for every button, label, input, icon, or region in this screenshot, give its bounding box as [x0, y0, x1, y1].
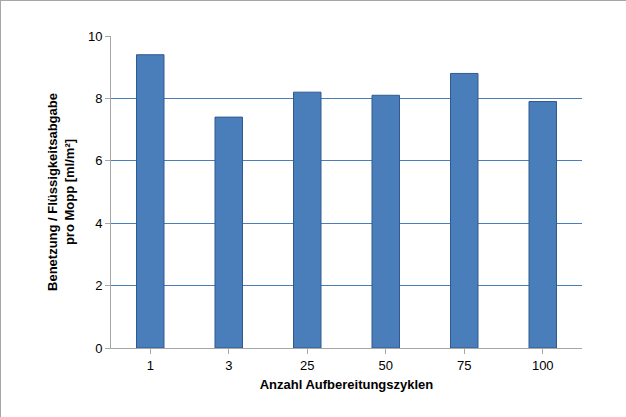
svg-text:8: 8 [95, 91, 102, 106]
svg-text:10: 10 [88, 29, 102, 44]
svg-text:75: 75 [457, 358, 471, 373]
svg-text:3: 3 [225, 358, 232, 373]
svg-text:50: 50 [379, 358, 393, 373]
svg-text:25: 25 [300, 358, 314, 373]
svg-text:Benetzung / Flüssigkeitsabgabe: Benetzung / Flüssigkeitsabgabepro Mopp [… [45, 93, 77, 291]
svg-text:6: 6 [95, 153, 102, 168]
svg-text:4: 4 [95, 216, 102, 231]
svg-text:2: 2 [95, 278, 102, 293]
svg-text:1: 1 [147, 358, 154, 373]
svg-text:100: 100 [532, 358, 554, 373]
svg-text:0: 0 [95, 341, 102, 356]
svg-text:Anzahl Aufbereitungszyklen: Anzahl Aufbereitungszyklen [260, 377, 434, 392]
